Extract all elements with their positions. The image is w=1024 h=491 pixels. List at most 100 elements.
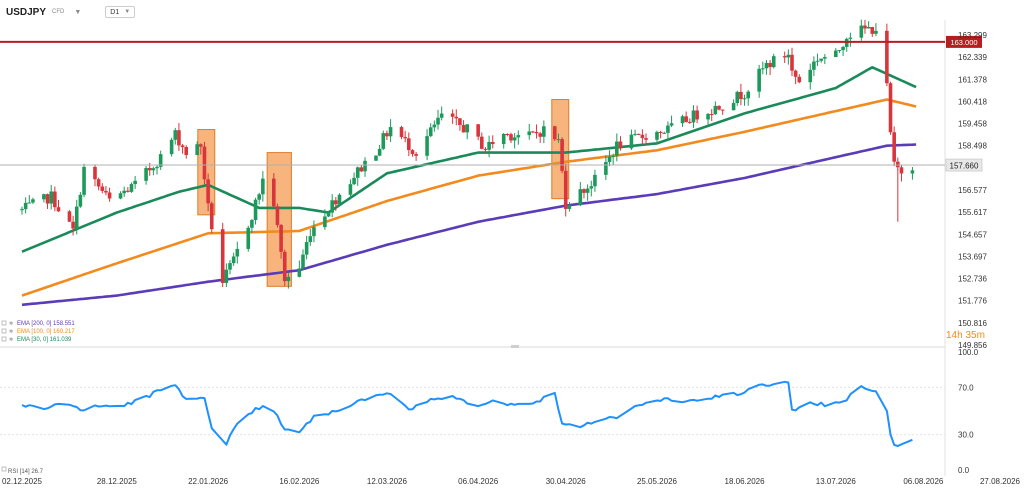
- candle: [126, 187, 130, 193]
- candle: [844, 37, 849, 52]
- candle-body: [833, 50, 838, 58]
- candle: [669, 115, 674, 128]
- legend-label: EMA [30, 0] 161.039: [17, 337, 72, 343]
- candle: [655, 130, 659, 144]
- rsi-legend-icon[interactable]: [1, 466, 7, 472]
- candle: [450, 109, 455, 124]
- candle: [892, 126, 896, 167]
- pane-resize-handle[interactable]: [511, 345, 519, 348]
- candle: [439, 106, 444, 121]
- candle: [556, 133, 561, 143]
- candle-body: [246, 227, 251, 249]
- candle-body: [49, 191, 53, 204]
- candle: [385, 130, 389, 141]
- gear-icon[interactable]: ✲: [9, 329, 13, 335]
- candle: [45, 193, 50, 209]
- candle-body: [224, 269, 229, 283]
- candle: [658, 130, 663, 139]
- candle: [717, 105, 721, 111]
- candle-body: [607, 156, 612, 163]
- candle-body: [837, 50, 842, 52]
- candle-body: [888, 83, 893, 133]
- candle-body: [636, 133, 641, 135]
- candle: [505, 133, 510, 137]
- rsi-line: [21, 380, 913, 447]
- candle-body: [578, 189, 583, 206]
- date-tick-label: 06.04.2026: [458, 477, 499, 486]
- candle: [31, 197, 35, 205]
- legend-label: EMA [100, 0] 160.217: [17, 329, 75, 335]
- candle-body: [78, 194, 83, 207]
- candle-body: [527, 131, 532, 136]
- candle: [410, 149, 415, 157]
- candle: [323, 209, 327, 230]
- instrument-type-label: CFD: [52, 9, 65, 15]
- candle: [501, 132, 506, 149]
- candle: [158, 150, 163, 170]
- candle-body: [786, 54, 791, 58]
- candle: [286, 272, 291, 289]
- ema-100-line: [21, 98, 917, 297]
- candle: [542, 120, 546, 144]
- timeframe-label: D1: [110, 8, 120, 16]
- candle: [96, 177, 101, 191]
- candle: [527, 123, 532, 140]
- candle: [282, 249, 287, 287]
- price-tick-label: 162.339: [958, 53, 987, 62]
- candle: [359, 165, 364, 173]
- candle-body: [505, 133, 510, 135]
- symbol-dropdown-icon[interactable]: ▼: [74, 8, 82, 16]
- gear-icon[interactable]: ✲: [9, 321, 13, 327]
- candle: [636, 133, 641, 136]
- candle: [797, 74, 802, 84]
- candle-body: [297, 268, 302, 277]
- candle: [231, 252, 236, 266]
- legend-visibility-icon[interactable]: [1, 328, 7, 334]
- candle: [261, 171, 265, 202]
- legend-visibility-icon[interactable]: [1, 320, 7, 326]
- candle: [680, 114, 685, 127]
- candle: [593, 169, 597, 192]
- candle: [82, 163, 86, 198]
- candle-body: [27, 202, 32, 204]
- candle: [326, 210, 331, 218]
- candle-body: [764, 62, 769, 69]
- candle-body: [195, 144, 199, 156]
- candle: [425, 129, 429, 161]
- candle-body: [797, 76, 802, 83]
- candle: [607, 150, 612, 167]
- candle-body: [301, 254, 305, 269]
- legend-visibility-icon[interactable]: [1, 336, 7, 342]
- candle-body: [746, 91, 751, 99]
- candle-body: [74, 206, 79, 229]
- candle-body: [896, 161, 900, 168]
- candle: [910, 167, 915, 180]
- candle: [615, 133, 619, 162]
- timeframe-dropdown-icon: ▼: [124, 9, 131, 15]
- price-tick-label: 150.816: [958, 319, 987, 328]
- candle-body: [531, 131, 535, 133]
- highlight-zones: [197, 99, 570, 287]
- gear-icon[interactable]: ✲: [9, 337, 13, 343]
- candle-body: [337, 194, 342, 205]
- price-tick-label: 152.736: [958, 275, 987, 284]
- candle-body: [666, 125, 670, 133]
- candle: [534, 124, 539, 139]
- candle-body: [425, 136, 429, 156]
- date-tick-label: 30.04.2026: [546, 477, 587, 486]
- candle: [691, 105, 696, 128]
- timeframe-selector[interactable]: D1 ▼: [105, 6, 136, 18]
- candle: [888, 81, 893, 135]
- ema-30-line: [21, 66, 917, 253]
- price-tick-label: 159.458: [958, 120, 987, 129]
- candle-body: [257, 194, 262, 200]
- candle-body: [180, 145, 185, 148]
- candle-body: [534, 131, 539, 134]
- candle-body: [516, 135, 521, 138]
- candle-body: [563, 170, 568, 209]
- candle-body: [454, 116, 459, 119]
- symbol-label[interactable]: USDJPY: [6, 6, 47, 18]
- date-tick-label: 06.08.2026: [903, 477, 944, 486]
- candle-body: [403, 136, 407, 139]
